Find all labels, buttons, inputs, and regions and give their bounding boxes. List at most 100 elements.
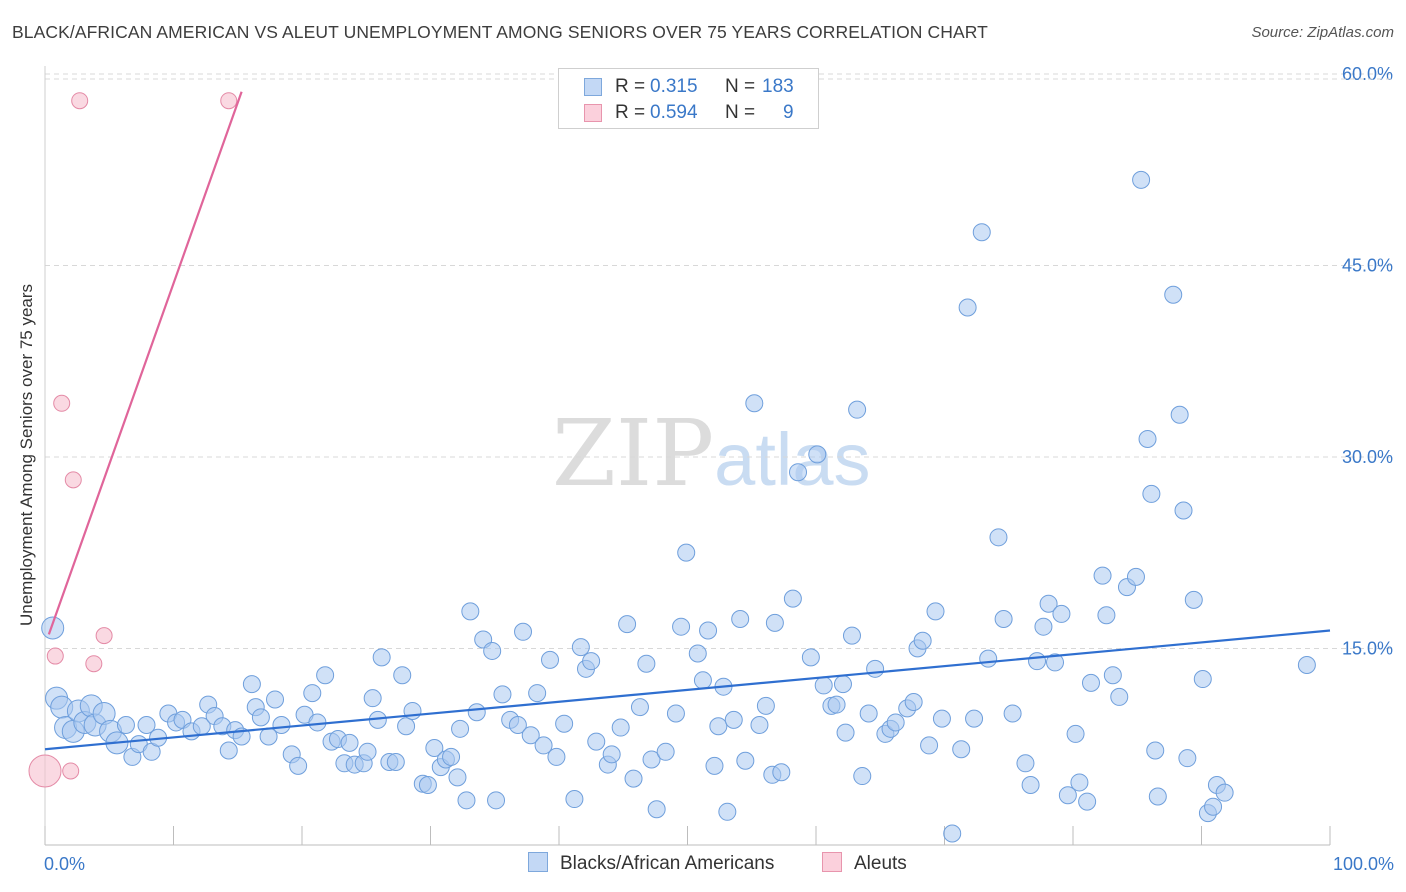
data-point-blacks (765, 613, 784, 632)
data-point-blacks (1028, 652, 1047, 671)
data-point-blacks (393, 666, 412, 685)
data-point-blacks (442, 747, 461, 766)
data-point-blacks (965, 709, 984, 728)
data-point-blacks (1164, 285, 1183, 304)
data-point-blacks (920, 736, 939, 755)
data-point-blacks (116, 715, 135, 734)
data-point-blacks (1204, 797, 1223, 816)
data-point-blacks (1184, 590, 1203, 609)
data-point-blacks (1148, 787, 1167, 806)
data-point-blacks (756, 696, 775, 715)
data-point-blacks (571, 638, 590, 657)
legend-label-aleuts: Aleuts (854, 853, 907, 874)
data-point-blacks (647, 800, 666, 819)
data-point-blacks (688, 644, 707, 663)
y-tick-label: 60.0% (1342, 64, 1393, 84)
data-point-blacks (783, 589, 802, 608)
data-point-blacks (731, 610, 750, 629)
data-point-blacks (848, 400, 867, 419)
data-point-blacks (541, 650, 560, 669)
legend-top: R = 0.315 N = 183 R = 0.594 N = 9 (558, 68, 819, 129)
data-point-blacks (363, 689, 382, 708)
data-point-blacks (425, 738, 444, 757)
data-point-blacks (1297, 655, 1316, 674)
data-point-blacks (718, 802, 737, 821)
watermark-atlas: atlas (714, 418, 871, 501)
data-point-blacks (1081, 673, 1100, 692)
data-point-blacks (611, 718, 630, 737)
data-point-blacks (672, 617, 691, 636)
data-point-blacks (932, 709, 951, 728)
data-point-blacks (514, 622, 533, 641)
data-point-blacks (555, 714, 574, 733)
data-point-blacks (1174, 501, 1193, 520)
data-point-blacks (582, 652, 601, 671)
data-point-blacks (534, 736, 553, 755)
y-tick-label: 15.0% (1342, 639, 1393, 659)
data-point-aleuts (71, 92, 89, 110)
legend-swatch-blue (528, 852, 548, 872)
data-point-blacks (833, 675, 852, 694)
data-point-blacks (1132, 170, 1151, 189)
data-point-blacks (750, 715, 769, 734)
data-point-blacks (448, 768, 467, 787)
data-point-blacks (656, 742, 675, 761)
data-point-blacks (801, 648, 820, 667)
data-point-blacks (724, 710, 743, 729)
data-point-blacks (943, 824, 962, 843)
data-point-blacks (958, 298, 977, 317)
data-point-blacks (272, 715, 291, 734)
data-point-blacks (483, 641, 502, 660)
data-point-aleuts (220, 92, 238, 110)
y-tick-label: 45.0% (1342, 256, 1393, 276)
data-point-blacks (866, 659, 885, 678)
data-point-blacks (1003, 704, 1022, 723)
data-point-blacks (303, 684, 322, 703)
data-point-blacks (457, 791, 476, 810)
data-point-blacks (1146, 741, 1165, 760)
data-point-blacks (1142, 484, 1161, 503)
data-point-aleuts (28, 754, 62, 788)
data-point-blacks (836, 723, 855, 742)
data-point-blacks (618, 615, 637, 634)
data-point-blacks (289, 756, 308, 775)
trendline-aleuts (47, 91, 243, 635)
legend-swatch-pink (584, 104, 602, 122)
data-point-blacks (372, 648, 391, 667)
data-point-blacks (602, 745, 621, 764)
data-point-blacks (508, 715, 527, 734)
data-point-aleuts (53, 394, 71, 412)
data-point-blacks (693, 671, 712, 690)
data-point-blacks (1021, 775, 1040, 794)
data-point-blacks (1034, 617, 1053, 636)
data-point-blacks (624, 769, 643, 788)
data-point-blacks (789, 463, 808, 482)
data-point-blacks (358, 742, 377, 761)
legend-n-value: 9 (783, 102, 794, 123)
data-point-blacks (251, 708, 270, 727)
data-point-blacks (41, 616, 65, 640)
data-point-blacks (266, 690, 285, 709)
data-point-blacks (642, 750, 661, 769)
x-tick-label: 100.0% (1333, 854, 1394, 874)
trendline-blacks (44, 629, 1331, 751)
data-point-blacks (565, 790, 584, 809)
data-point-blacks (1103, 666, 1122, 685)
data-point-blacks (772, 763, 791, 782)
data-point-blacks (886, 713, 905, 732)
data-point-blacks (1058, 786, 1077, 805)
data-point-blacks (994, 610, 1013, 629)
data-point-blacks (705, 756, 724, 775)
data-point-blacks (699, 621, 718, 640)
legend-r-value: 0.594 (650, 102, 698, 123)
data-point-blacks (814, 676, 833, 695)
watermark: ZIPatlas (552, 400, 870, 507)
data-point-aleuts (62, 762, 80, 780)
legend-swatch-blue (584, 78, 602, 96)
chart-title: BLACK/AFRICAN AMERICAN VS ALEUT UNEMPLOY… (12, 22, 988, 42)
data-point-blacks (1016, 754, 1035, 773)
legend-item-blacks: Blacks/African Americans (528, 852, 774, 875)
x-tick-label: 0.0% (44, 854, 85, 874)
legend-n-label: N = (725, 76, 756, 97)
